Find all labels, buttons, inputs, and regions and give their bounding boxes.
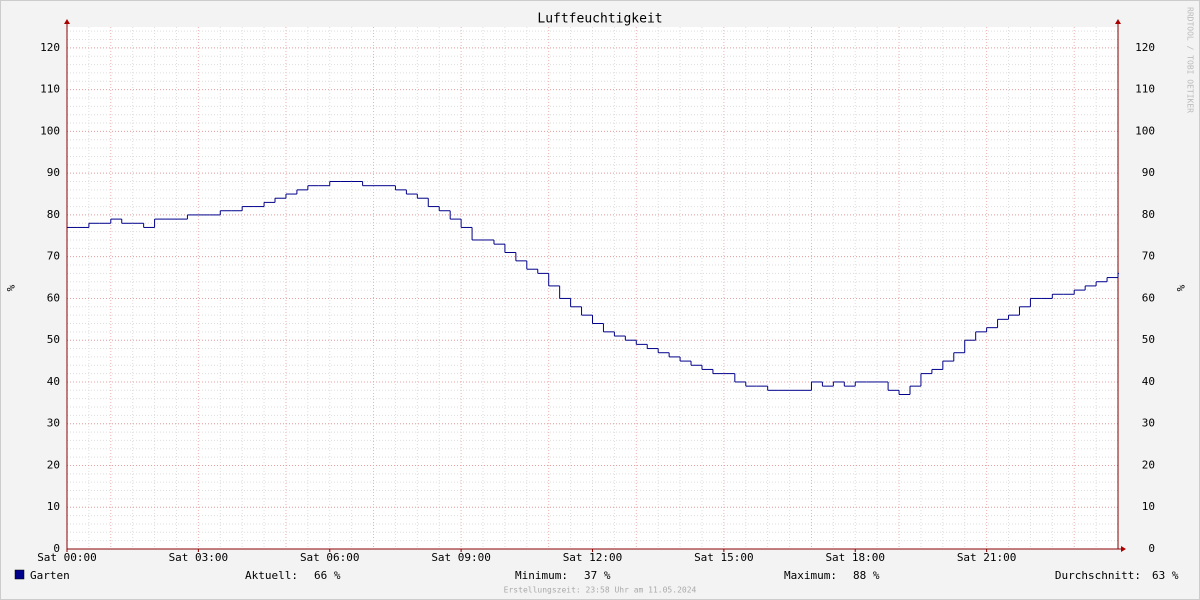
x-arrow — [1121, 546, 1126, 552]
y-tick-label-right: 80 — [1142, 208, 1155, 221]
y-tick-label-right: 120 — [1135, 41, 1155, 54]
y-tick-label: 90 — [47, 166, 60, 179]
y-tick-label-right: 0 — [1148, 542, 1155, 555]
y-tick-label-right: 30 — [1142, 417, 1155, 430]
y-tick-label: 50 — [47, 333, 60, 346]
y-tick-label-right: 60 — [1142, 291, 1155, 304]
x-tick-label: Sat 00:00 — [37, 551, 97, 564]
y-tick-label-right: 20 — [1142, 458, 1155, 471]
y-tick-label-right: 110 — [1135, 83, 1155, 96]
watermark: RRDTOOL / TOBI OETIKER — [1186, 7, 1195, 113]
y-axis-label-right: % — [1174, 285, 1187, 292]
legend-label: Garten — [30, 569, 70, 582]
y-tick-label-right: 10 — [1142, 500, 1155, 513]
stat-label: Minimum: — [515, 569, 568, 582]
x-tick-label: Sat 03:00 — [169, 551, 229, 564]
y-tick-label: 20 — [47, 458, 60, 471]
x-tick-label: Sat 18:00 — [825, 551, 885, 564]
stat-value: 63 % — [1152, 569, 1179, 582]
y-tick-label-right: 50 — [1142, 333, 1155, 346]
y-tick-label: 0 — [53, 542, 60, 555]
y-tick-label-right: 100 — [1135, 124, 1155, 137]
y-axis-label: % — [4, 285, 17, 292]
y-tick-label: 10 — [47, 500, 60, 513]
y-tick-label: 100 — [40, 124, 60, 137]
y-arrow — [64, 19, 70, 24]
y-tick-label: 60 — [47, 291, 60, 304]
y-tick-label: 120 — [40, 41, 60, 54]
stat-value: 66 % — [314, 569, 341, 582]
y-arrow-right — [1115, 19, 1121, 24]
chart-title: Luftfeuchtigkeit — [537, 12, 662, 27]
x-tick-label: Sat 12:00 — [563, 551, 623, 564]
stat-value: 37 % — [584, 569, 611, 582]
y-tick-label: 110 — [40, 83, 60, 96]
y-tick-label-right: 70 — [1142, 250, 1155, 263]
y-tick-label-right: 40 — [1142, 375, 1155, 388]
x-tick-label: Sat 15:00 — [694, 551, 754, 564]
footer: Erstellungszeit: 23:58 Uhr am 11.05.2024 — [504, 586, 697, 595]
x-tick-label: Sat 06:00 — [300, 551, 360, 564]
y-tick-label: 40 — [47, 375, 60, 388]
y-tick-label: 70 — [47, 250, 60, 263]
x-tick-label: Sat 09:00 — [431, 551, 491, 564]
y-tick-label: 80 — [47, 208, 60, 221]
stat-value: 88 % — [853, 569, 880, 582]
stat-label: Maximum: — [784, 569, 837, 582]
stat-label: Durchschnitt: — [1055, 569, 1141, 582]
y-tick-label-right: 90 — [1142, 166, 1155, 179]
y-tick-label: 30 — [47, 417, 60, 430]
stat-label: Aktuell: — [245, 569, 298, 582]
x-tick-label: Sat 21:00 — [957, 551, 1017, 564]
legend-swatch — [14, 569, 25, 580]
